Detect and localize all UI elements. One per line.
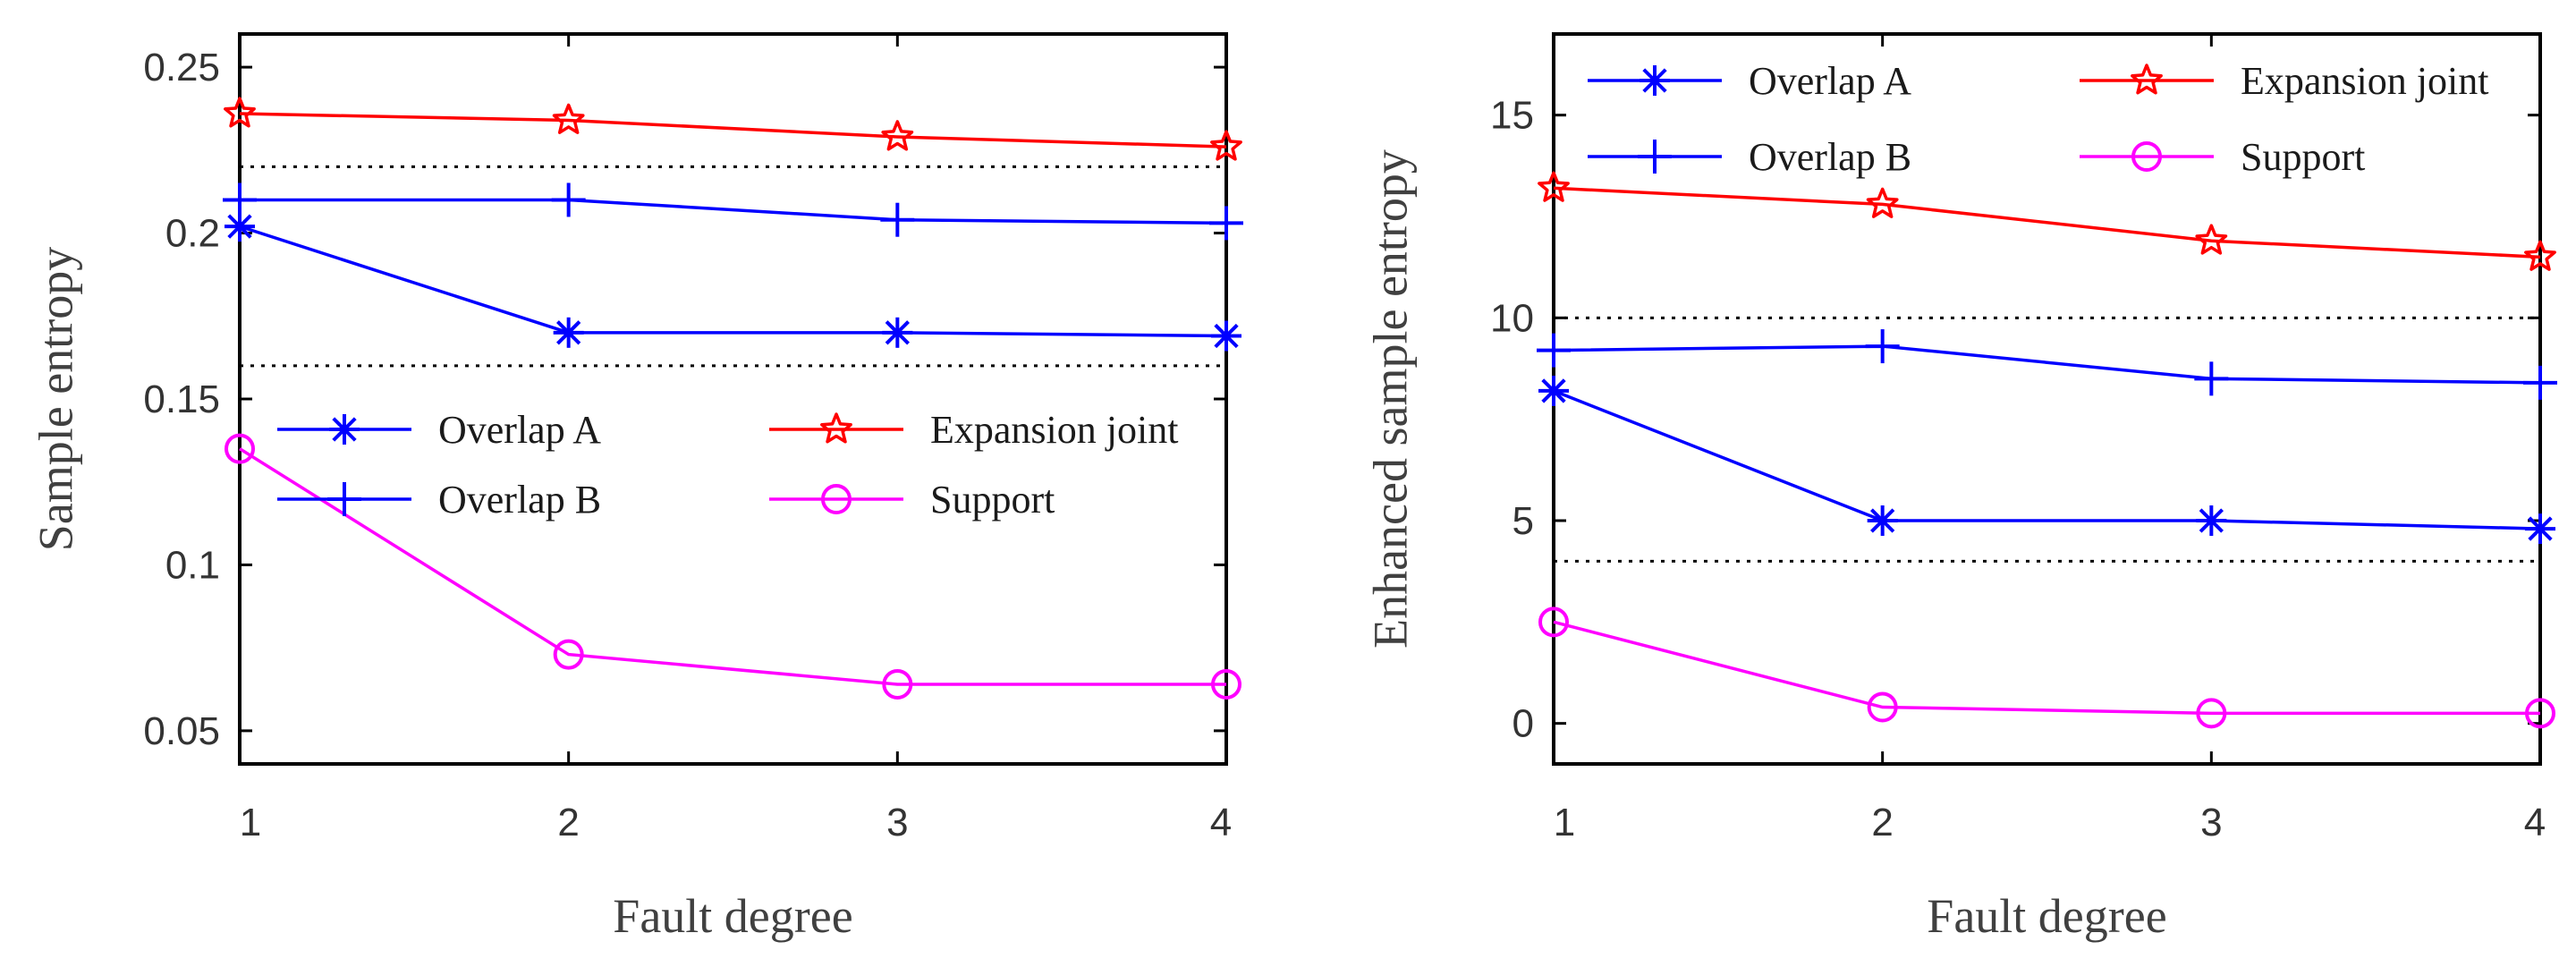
legend-marker-support: [821, 484, 852, 514]
legend-marker-overlap-b: [1638, 140, 1672, 174]
data-point-overlap-a: [2196, 505, 2227, 536]
plot-area: [1552, 32, 2542, 766]
legend-item-support: Support: [2080, 135, 2365, 179]
series-overlap-a: [225, 211, 1241, 352]
series-support: [225, 433, 1241, 700]
data-point-support: [1211, 668, 1241, 700]
legend-marker-expansion-joint: [820, 412, 852, 444]
y-tick-label: 0.05: [143, 709, 220, 753]
x-axis-label: Fault degree: [613, 889, 852, 943]
data-point-expansion-joint: [224, 97, 256, 128]
y-tick-label: 0.15: [143, 377, 220, 421]
series-line-overlap-a: [1553, 389, 2541, 530]
legend-item-overlap-a: Overlap A: [277, 408, 601, 452]
data-point-overlap-a: [1538, 375, 1569, 406]
sample-entropy-chart: 0.05 0.1 0.15 0.2 0.25 1 2 3 4 Overlap A Overlap B…: [29, 32, 1243, 943]
series-overlap-b: [1537, 329, 2557, 400]
data-point-support: [225, 433, 255, 464]
data-point-expansion-joint: [552, 103, 585, 134]
data-point-overlap-a: [1211, 320, 1241, 352]
series-line-overlap-b: [240, 198, 1227, 225]
legend-marker-overlap-b: [327, 482, 361, 516]
data-point-expansion-joint: [881, 120, 914, 151]
series-support: [1538, 606, 2555, 729]
x-tick-label: 3: [2200, 801, 2222, 844]
data-point-support: [1867, 691, 1898, 723]
legend: Overlap A Overlap B Expansion joint Support: [1588, 59, 2488, 179]
data-point-overlap-b: [1209, 206, 1243, 241]
legend-label: Expansion joint: [930, 408, 1178, 452]
x-axis-label: Fault degree: [1927, 889, 2166, 943]
data-point-support: [882, 668, 913, 700]
legend-label: Support: [930, 478, 1055, 522]
x-tick-label: 2: [557, 801, 579, 844]
data-point-support: [553, 639, 584, 670]
x-tick-label: 1: [240, 801, 261, 844]
legend-label: Expansion joint: [2241, 59, 2488, 103]
y-tick-label: 0.25: [143, 46, 220, 89]
x-tick-label: 2: [1871, 801, 1893, 844]
legend-item-overlap-b: Overlap B: [1588, 135, 1911, 179]
x-tick-label: 4: [1210, 801, 1232, 844]
legend-marker-overlap-a: [329, 414, 360, 445]
legend-item-support: Support: [769, 478, 1055, 522]
series-overlap-b: [223, 182, 1243, 241]
y-axis-label: Enhanced sample entropy: [1363, 149, 1417, 649]
series-expansion-joint: [224, 97, 1242, 161]
y-axis-label: Sample entropy: [29, 247, 82, 551]
legend-marker-overlap-a: [1640, 65, 1670, 96]
legend: Overlap A Overlap B Expansion joint Support: [277, 408, 1178, 522]
data-point-expansion-joint: [1538, 171, 1570, 202]
data-point-support: [1538, 606, 1569, 638]
y-tick-label: 0.1: [165, 543, 220, 587]
y-tick-label: 0: [1513, 702, 1534, 746]
legend-label: Overlap B: [1749, 135, 1911, 179]
data-point-overlap-a: [882, 317, 913, 348]
data-point-overlap-b: [2194, 361, 2229, 396]
data-point-expansion-joint: [1210, 130, 1242, 161]
data-point-overlap-a: [2525, 513, 2555, 545]
data-point-overlap-b: [1865, 329, 1900, 364]
x-tick-label: 1: [1554, 801, 1575, 844]
y-tick-label: 10: [1490, 296, 1534, 340]
data-point-overlap-a: [553, 317, 584, 348]
data-point-support: [2196, 698, 2227, 729]
y-tick-label: 0.2: [165, 212, 220, 256]
series-overlap-a: [1538, 375, 2555, 545]
data-point-expansion-joint: [2195, 224, 2228, 255]
data-point-overlap-b: [1537, 333, 1571, 368]
data-point-overlap-b: [2523, 365, 2557, 400]
series-line-expansion-joint: [239, 112, 1227, 148]
series-line-support: [1553, 620, 2540, 716]
legend-label: Support: [2241, 135, 2365, 179]
series-line-overlap-b: [1553, 344, 2541, 385]
legend-label: Overlap A: [438, 408, 601, 452]
plot-area: [238, 32, 1228, 766]
enhanced-sample-entropy-chart: 0 5 10 15 1 2 3 4 Overlap A Overlap B Expansion jo…: [1363, 32, 2557, 943]
legend-label: Overlap B: [438, 478, 601, 522]
series-line-support: [239, 447, 1226, 686]
series-expansion-joint: [1538, 171, 2556, 271]
x-tick-label: 4: [2524, 801, 2546, 844]
legend-marker-support: [2131, 141, 2162, 172]
data-point-overlap-b: [880, 202, 915, 237]
y-tick-label: 5: [1513, 499, 1534, 543]
series-line-overlap-a: [239, 225, 1227, 338]
legend-label: Overlap A: [1749, 59, 1911, 103]
data-point-overlap-b: [551, 182, 586, 217]
legend-item-expansion-joint: Expansion joint: [2080, 59, 2488, 103]
series-line-expansion-joint: [1553, 186, 2541, 259]
data-point-overlap-a: [1867, 505, 1898, 536]
x-tick-label: 3: [886, 801, 908, 844]
data-point-expansion-joint: [2524, 240, 2556, 271]
data-point-overlap-b: [223, 182, 257, 217]
legend-item-expansion-joint: Expansion joint: [769, 408, 1178, 452]
y-tick-label: 15: [1490, 94, 1534, 138]
legend-marker-expansion-joint: [2131, 64, 2163, 95]
legend-item-overlap-a: Overlap A: [1588, 59, 1911, 103]
data-point-expansion-joint: [1866, 187, 1899, 218]
legend-item-overlap-b: Overlap B: [277, 478, 601, 522]
data-point-support: [2525, 698, 2555, 729]
